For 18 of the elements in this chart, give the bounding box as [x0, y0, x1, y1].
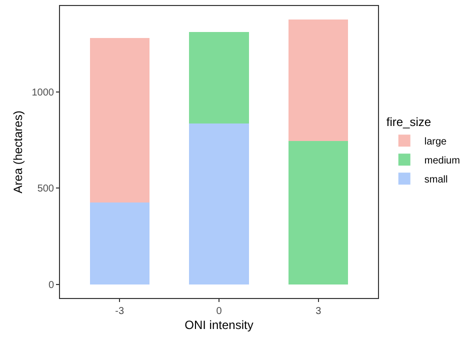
bar [90, 38, 150, 203]
x-tick-label: 0 [216, 306, 222, 317]
bar [189, 124, 249, 285]
y-tick-label: 500 [37, 184, 54, 195]
x-tick-label: -3 [115, 306, 125, 317]
legend-label: large [424, 136, 448, 148]
x-axis-title: ONI intensity [184, 318, 254, 332]
x-tick-label: 3 [316, 306, 322, 317]
bar [288, 19, 348, 141]
y-axis-title: Area (hectares) [11, 110, 26, 194]
legend-title: fire_size [386, 115, 432, 130]
legend-label: small [424, 174, 448, 186]
bar [288, 140, 348, 285]
bar [90, 202, 150, 285]
y-tick-label: 1000 [32, 87, 54, 98]
y-tick-label: 0 [48, 280, 54, 292]
legend-label: medium [424, 156, 460, 166]
bar [189, 32, 249, 124]
